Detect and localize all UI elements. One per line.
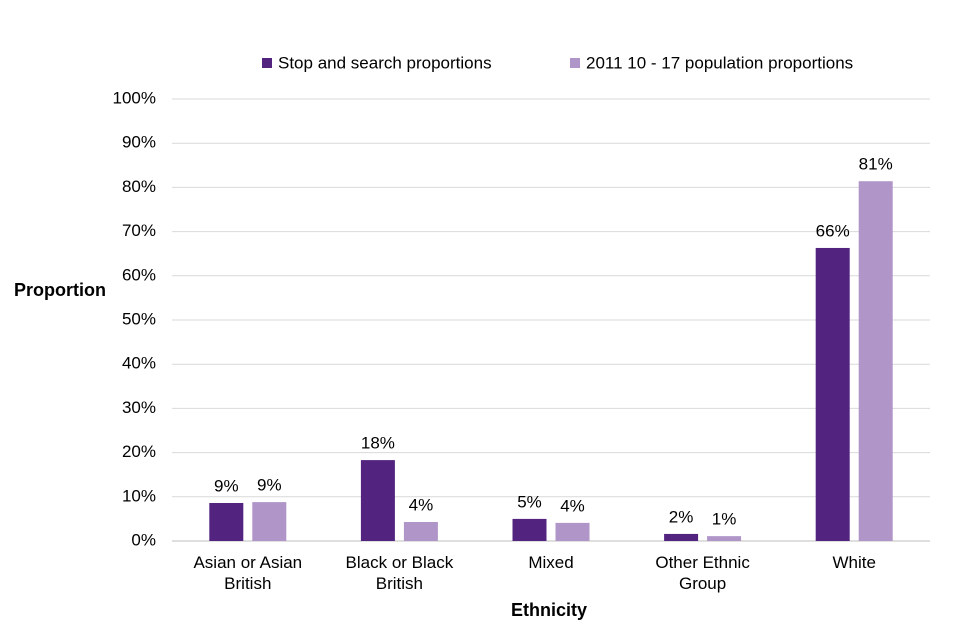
x-tick-label: Asian or Asian British	[193, 553, 303, 593]
y-tick-label: 80%	[122, 177, 156, 196]
x-tick-label-box: Asian or Asian British	[193, 553, 303, 593]
x-tick-label-box: Other Ethnic Group	[655, 553, 750, 593]
y-tick-label: 50%	[122, 309, 156, 328]
bar	[815, 247, 850, 542]
data-label: 5%	[517, 492, 542, 511]
data-label: 81%	[859, 155, 893, 174]
bar	[858, 181, 893, 541]
y-tick-label: 20%	[122, 442, 156, 461]
data-label: 9%	[214, 476, 239, 495]
bar	[707, 536, 742, 541]
x-tick-label: White	[832, 553, 876, 572]
legend-label: 2011 10 - 17 population proportions	[586, 53, 853, 72]
y-axis-label: Proportion	[14, 280, 106, 300]
x-tick-label: Other Ethnic Group	[655, 553, 750, 593]
y-tick-label: 70%	[122, 221, 156, 240]
x-tick-label: Mixed	[528, 553, 574, 572]
bar	[403, 521, 438, 541]
legend-swatch	[262, 58, 272, 68]
data-label: 4%	[560, 496, 585, 515]
x-tick-label: Black or Black British	[345, 553, 454, 593]
y-tick-label: 40%	[122, 354, 156, 373]
legend-label: Stop and search proportions	[278, 53, 492, 72]
y-tick-label: 30%	[122, 398, 156, 417]
bar	[360, 460, 395, 541]
data-label: 1%	[712, 510, 737, 529]
bar	[555, 522, 590, 541]
data-label: 9%	[257, 476, 282, 495]
data-label: 2%	[669, 507, 694, 526]
bar	[209, 502, 244, 541]
x-tick-label-box: White	[832, 553, 876, 572]
y-tick-label: 100%	[113, 88, 156, 107]
bar	[512, 518, 547, 541]
bar	[252, 502, 287, 541]
y-tick-label: 90%	[122, 133, 156, 152]
data-label: 18%	[361, 434, 395, 453]
y-tick-label: 10%	[122, 486, 156, 505]
y-tick-label: 60%	[122, 265, 156, 284]
data-label: 4%	[409, 495, 434, 514]
legend-swatch	[570, 58, 580, 68]
bar	[664, 533, 699, 541]
x-tick-label-box: Mixed	[528, 553, 574, 572]
data-label: 66%	[816, 221, 850, 240]
y-tick-label: 0%	[131, 530, 156, 549]
x-axis-label: Ethnicity	[511, 600, 587, 620]
x-tick-label-box: Black or Black British	[345, 553, 454, 593]
